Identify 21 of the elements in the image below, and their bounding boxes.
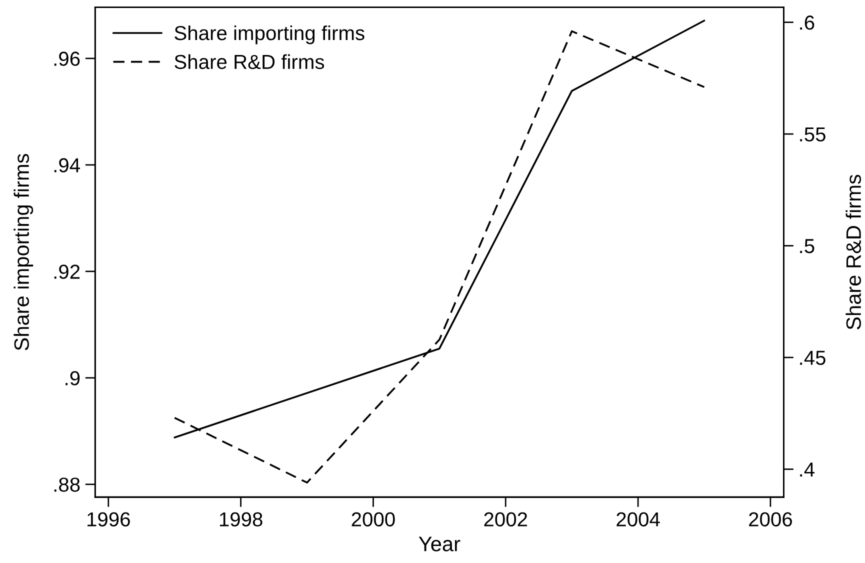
x-tick-label: 1996 — [88, 512, 130, 527]
x-tick-label: 2004 — [616, 512, 660, 527]
x-tick-label: 1998 — [220, 512, 262, 527]
y-tick-label: .9 — [66, 371, 80, 386]
y2-axis-title: Share R&D firms — [846, 174, 862, 330]
y-tick-label: .94 — [54, 158, 80, 172]
y-tick-label: .92 — [54, 264, 80, 279]
y2-tick-label: .4 — [800, 462, 814, 476]
legend-label: Share importing firms — [174, 25, 364, 44]
y-tick-label: .96 — [54, 52, 80, 66]
x-tick-label: 2006 — [749, 512, 792, 527]
x-axis-title: Year — [418, 536, 460, 552]
x-tick-label: 2000 — [352, 512, 395, 527]
y2-tick-label: .45 — [800, 350, 826, 365]
y2-tick-label: .5 — [800, 239, 814, 254]
y2-tick-label: .6 — [800, 16, 814, 30]
x-tick-label: 2002 — [484, 512, 528, 527]
y-tick-label: .88 — [54, 478, 80, 492]
y-axis-title: Share importing firms — [14, 154, 34, 350]
legend-label: Share R&D firms — [174, 54, 324, 70]
y2-tick-label: .55 — [800, 127, 826, 142]
